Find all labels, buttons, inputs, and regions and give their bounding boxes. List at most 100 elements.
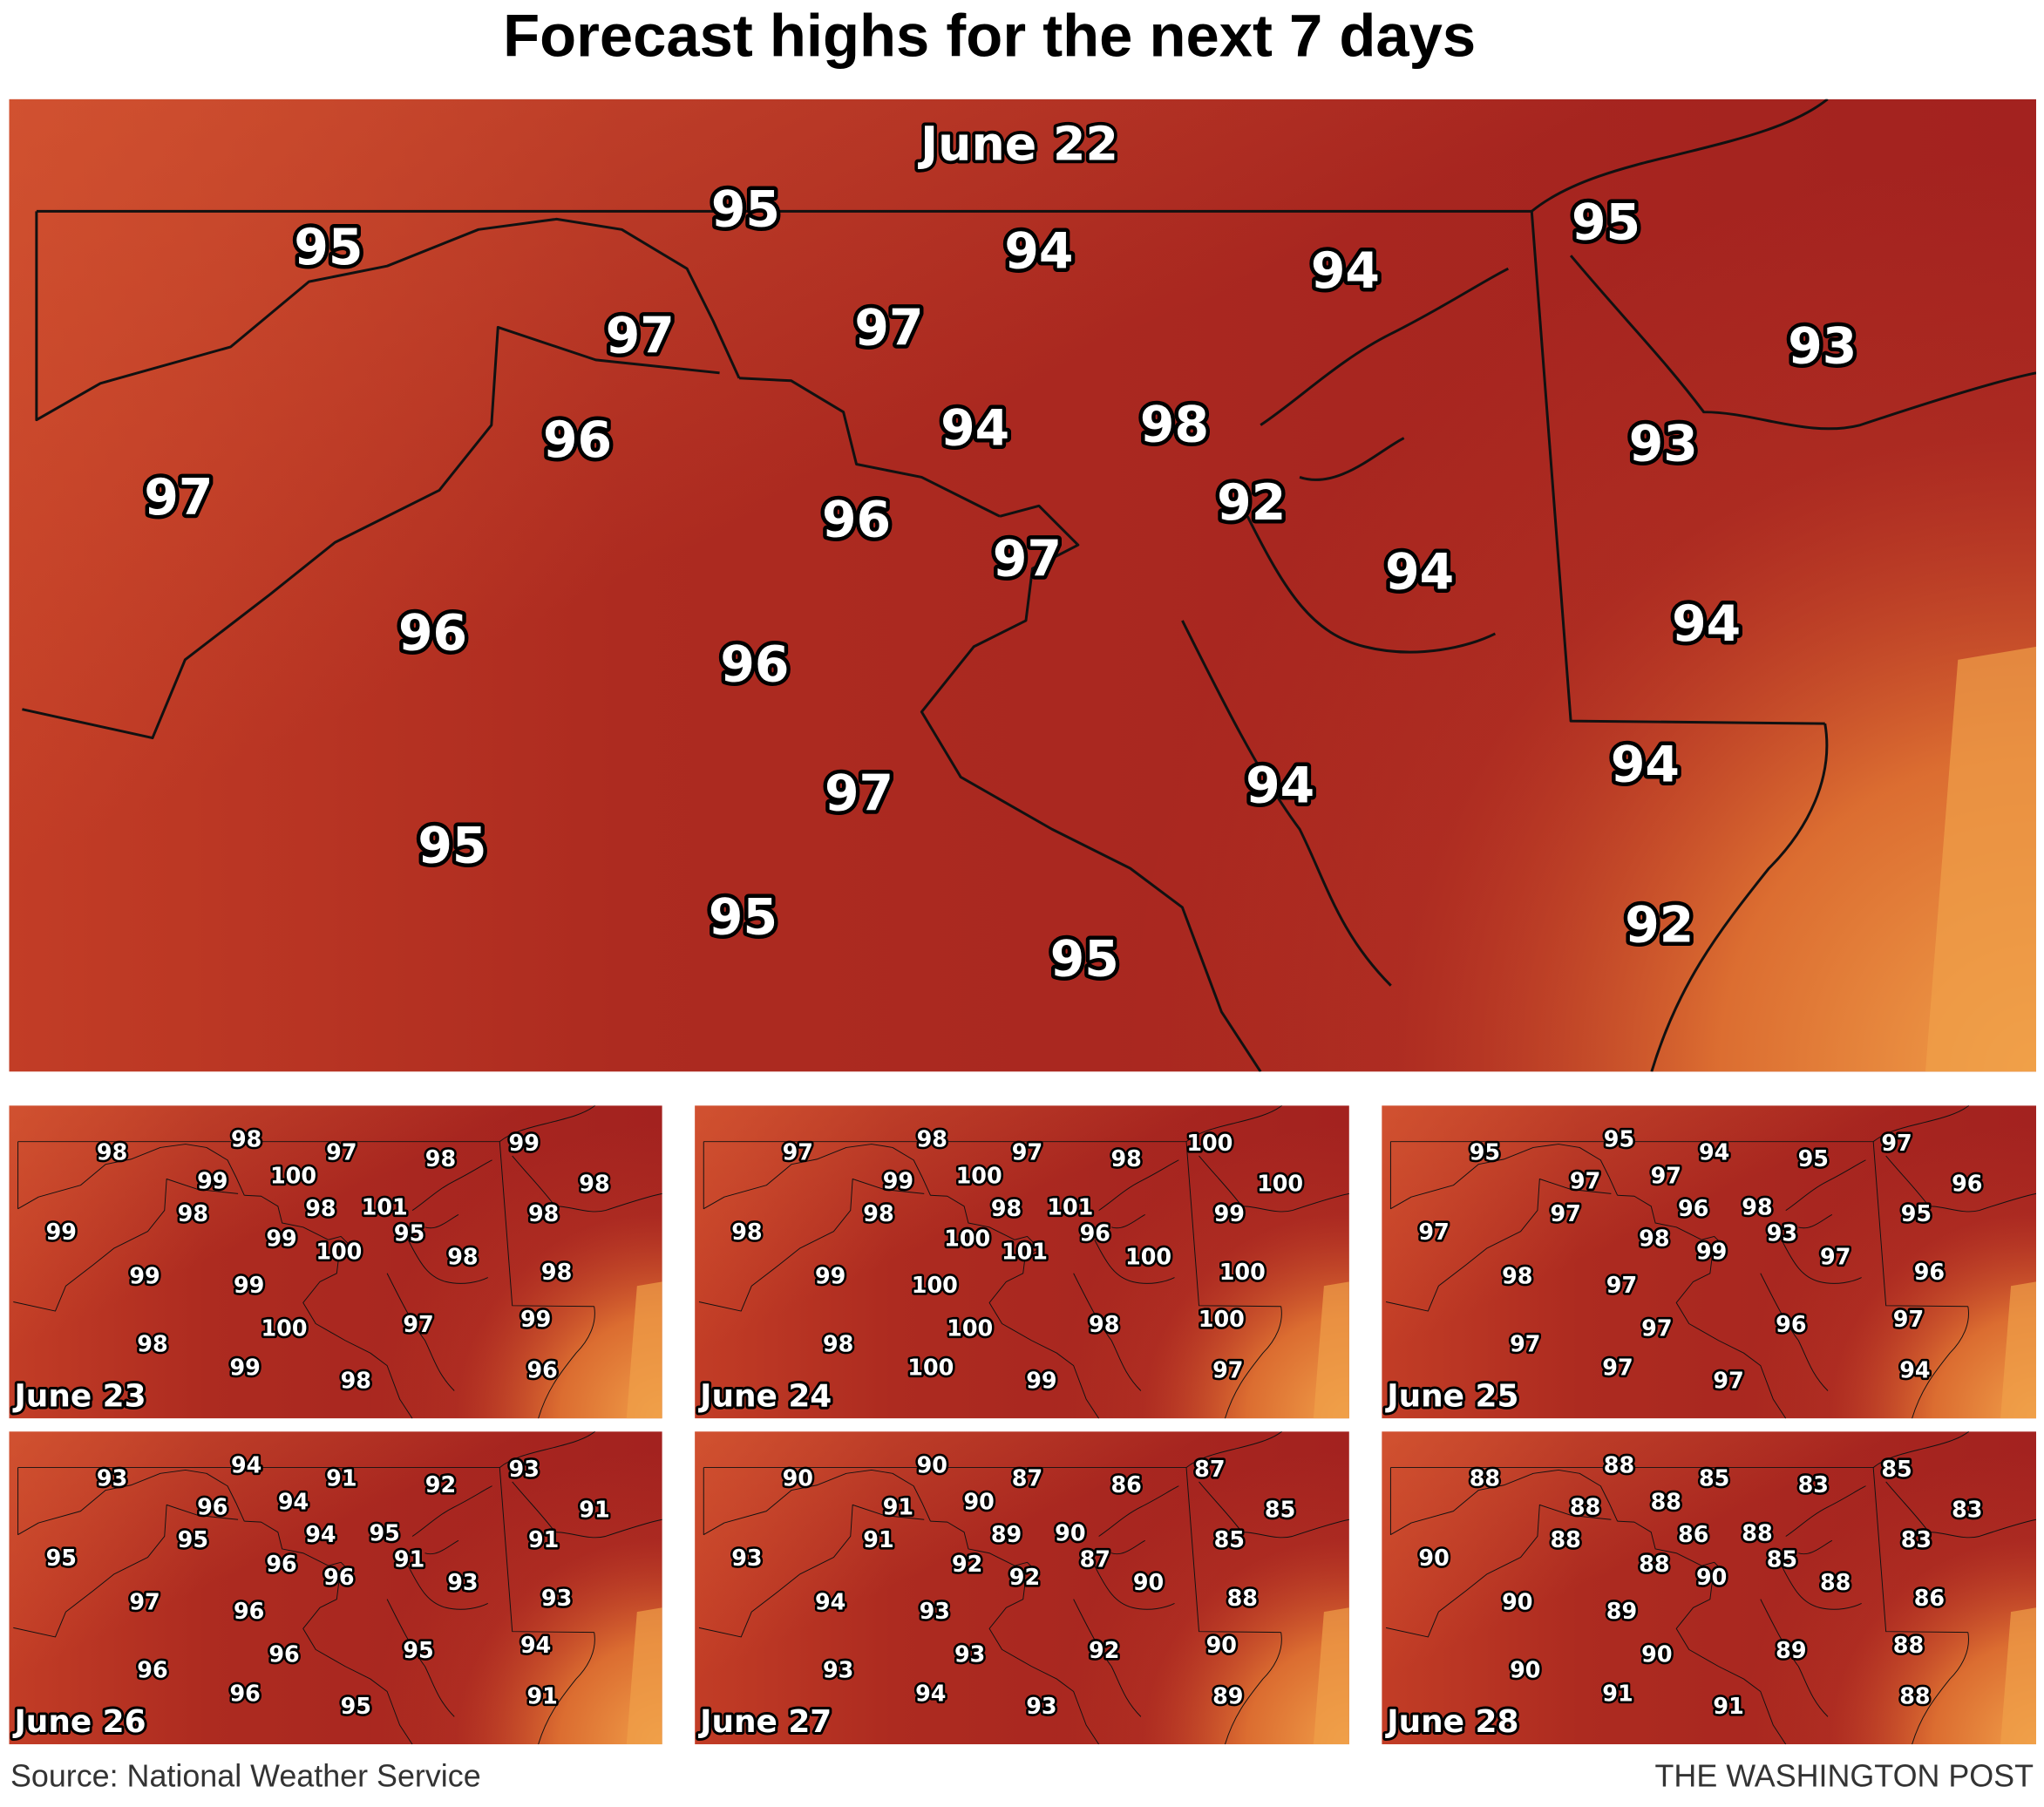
- map-date: June 23: [11, 1378, 146, 1414]
- temperature-label: 91: [1713, 1693, 1743, 1719]
- temperature-label: 95: [403, 1637, 433, 1663]
- temperature-label: 92: [1009, 1564, 1040, 1590]
- temperature-label: 99: [266, 1225, 296, 1251]
- temperature-label: 94: [1899, 1356, 1930, 1382]
- map-date: June 22: [917, 117, 1118, 172]
- temperature-label: 97: [129, 1589, 160, 1615]
- temperature-label: 88: [1893, 1632, 1924, 1658]
- temperature-label: 95: [341, 1693, 371, 1719]
- temperature-label: 100: [912, 1272, 958, 1298]
- temperature-label: 96: [323, 1564, 354, 1590]
- temperature-label: 87: [1194, 1456, 1225, 1482]
- temperature-label: 97: [1212, 1356, 1243, 1382]
- temperature-label: 94: [1311, 242, 1380, 300]
- temperature-label: 97: [1012, 1139, 1042, 1165]
- temperature-label: 95: [711, 180, 780, 238]
- temperature-label: 88: [1639, 1551, 1669, 1577]
- temperature-label: 85: [1881, 1456, 1912, 1482]
- temperature-label: 83: [1901, 1526, 1932, 1552]
- temperature-label: 90: [917, 1452, 947, 1478]
- temperature-label: 96: [266, 1551, 296, 1577]
- temperature-label: 97: [825, 764, 893, 822]
- temperature-label: 99: [46, 1219, 77, 1245]
- temperature-label: 95: [1901, 1200, 1932, 1226]
- temperature-label: 94: [1699, 1139, 1729, 1165]
- temperature-label: 90: [783, 1465, 813, 1491]
- temperature-label: 95: [1798, 1145, 1829, 1172]
- temperature-label: 89: [1776, 1637, 1806, 1663]
- temperature-label: 93: [97, 1465, 127, 1491]
- temperature-label: 90: [963, 1488, 994, 1514]
- temperature-label: 85: [1699, 1465, 1729, 1491]
- temperature-label: 97: [1570, 1168, 1600, 1194]
- temperature-label: 95: [418, 817, 486, 874]
- temperature-label: 97: [1820, 1243, 1850, 1269]
- temperature-label: 92: [1217, 474, 1286, 532]
- temperature-label: 88: [1899, 1682, 1930, 1708]
- temperature-label: 100: [261, 1315, 308, 1342]
- temperature-label: 97: [1713, 1367, 1743, 1393]
- temperature-label: 88: [1550, 1526, 1580, 1552]
- temperature-label: 97: [1418, 1219, 1449, 1245]
- temperature-label: 99: [229, 1354, 260, 1380]
- temperature-label: 98: [863, 1200, 893, 1226]
- temperature-label: 90: [1418, 1545, 1449, 1571]
- temperature-label: 88: [1604, 1452, 1634, 1478]
- temperature-label: 94: [1004, 222, 1073, 280]
- temperature-label: 88: [1570, 1493, 1600, 1519]
- temperature-label: 89: [991, 1521, 1022, 1547]
- temperature-label: 95: [370, 1519, 400, 1545]
- temperature-label: 91: [579, 1496, 609, 1522]
- map-date: June 26: [11, 1704, 146, 1740]
- temperature-label: 99: [197, 1168, 227, 1194]
- temperature-label: 95: [178, 1526, 208, 1552]
- temperature-label: 96: [822, 491, 891, 548]
- credit: THE WASHINGTON POST: [1655, 1758, 2034, 1793]
- temperature-label: 97: [783, 1139, 813, 1165]
- temperature-label: 96: [1678, 1195, 1708, 1221]
- temperature-label: 97: [403, 1311, 433, 1337]
- temperature-label: 99: [1026, 1367, 1056, 1393]
- temperature-label: 98: [528, 1200, 559, 1226]
- temperature-label: 93: [447, 1569, 478, 1595]
- temperature-label: 98: [541, 1259, 572, 1285]
- temperature-label: 93: [1767, 1219, 1797, 1246]
- temperature-label: 95: [46, 1545, 77, 1571]
- temperature-label: 97: [326, 1139, 357, 1165]
- temperature-label: 92: [1625, 897, 1694, 954]
- temperature-label: 98: [1742, 1193, 1772, 1219]
- temperature-label: 96: [1914, 1259, 1945, 1285]
- temperature-label: 85: [1214, 1526, 1245, 1552]
- temperature-label: 98: [917, 1126, 947, 1152]
- temperature-label: 87: [1080, 1545, 1110, 1572]
- map-date: June 25: [1384, 1378, 1518, 1414]
- temperature-label: 100: [907, 1354, 954, 1380]
- temperature-label: 97: [854, 300, 923, 357]
- temperature-label: 92: [952, 1551, 982, 1577]
- temperature-label: 94: [520, 1632, 551, 1658]
- temperature-label: 100: [1219, 1259, 1266, 1285]
- temperature-label: 96: [1080, 1219, 1110, 1246]
- temperature-label: 98: [341, 1367, 371, 1393]
- temperature-label: 98: [137, 1330, 167, 1356]
- temperature-label: 100: [947, 1315, 993, 1342]
- temperature-label: 93: [920, 1598, 950, 1624]
- temperature-label: 100: [270, 1163, 316, 1189]
- temperature-label: 100: [1257, 1171, 1303, 1197]
- temperature-label: 91: [526, 1682, 557, 1708]
- temperature-label: 94: [1385, 543, 1454, 601]
- temperature-label: 98: [231, 1126, 261, 1152]
- temperature-label: 96: [229, 1680, 260, 1706]
- temperature-label: 91: [883, 1493, 913, 1519]
- temperature-label: 99: [1696, 1238, 1727, 1264]
- temperature-label: 98: [305, 1195, 336, 1221]
- temperature-label: 95: [1604, 1126, 1634, 1152]
- temperature-label: 92: [425, 1471, 456, 1498]
- temperature-label: 97: [606, 308, 675, 365]
- temperature-label: 90: [1502, 1589, 1532, 1615]
- temperature-label: 89: [1606, 1598, 1637, 1624]
- temperature-label: 94: [815, 1589, 845, 1615]
